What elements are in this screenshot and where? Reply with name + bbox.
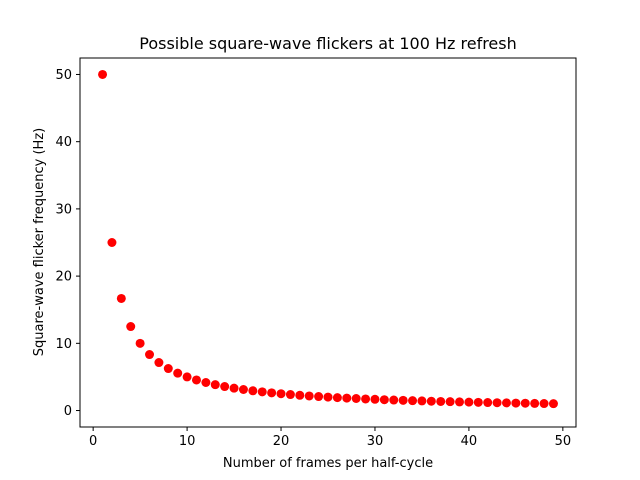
data-points	[98, 69, 558, 409]
data-point-43	[492, 398, 502, 408]
data-point-3	[116, 293, 126, 303]
data-point-8	[163, 364, 173, 374]
data-point-16	[238, 385, 248, 394]
data-point-31	[379, 395, 389, 405]
data-point-48	[539, 399, 549, 409]
data-point-22	[295, 390, 305, 400]
x-tick-label-4: 40	[461, 434, 478, 449]
data-point-40	[464, 397, 474, 407]
data-point-11	[191, 375, 201, 385]
data-point-49	[548, 399, 558, 409]
data-point-17	[248, 386, 258, 396]
data-point-10	[182, 372, 192, 382]
data-point-41	[473, 397, 483, 407]
y-axis-ticks: 0 10 20 30 40 50	[55, 68, 80, 419]
data-point-25	[323, 392, 333, 402]
y-tick-label-5: 50	[55, 68, 72, 83]
data-point-28	[351, 394, 361, 403]
data-point-9	[173, 368, 183, 378]
data-point-30	[370, 394, 380, 404]
data-point-13	[210, 380, 220, 390]
data-point-33	[398, 395, 408, 405]
data-point-1	[98, 69, 108, 79]
x-axis-ticks: 0 10 20 30 40 50	[89, 427, 571, 449]
plot-area-frame	[79, 57, 577, 428]
data-point-36	[426, 396, 436, 406]
data-point-26	[332, 393, 342, 403]
data-point-24	[314, 392, 324, 402]
data-point-5	[135, 338, 145, 348]
data-point-34	[408, 396, 418, 406]
x-tick-label-2: 20	[273, 434, 290, 449]
y-tick-label-1: 10	[55, 337, 72, 352]
y-tick-label-4: 40	[55, 135, 72, 150]
data-point-35	[417, 396, 427, 406]
data-point-29	[361, 394, 371, 404]
data-point-39	[455, 397, 465, 407]
x-tick-label-1: 10	[179, 434, 196, 449]
data-point-15	[229, 383, 239, 393]
chart-title: Possible square-wave flickers at 100 Hz …	[139, 34, 517, 53]
y-tick-label-3: 30	[55, 202, 72, 217]
data-point-18	[257, 387, 267, 397]
x-axis-label: Number of frames per half-cycle	[223, 456, 433, 471]
data-point-23	[304, 391, 314, 401]
data-point-2	[107, 238, 117, 247]
data-point-20	[276, 389, 286, 399]
data-point-4	[126, 322, 136, 332]
data-point-38	[445, 397, 455, 407]
y-tick-label-0: 0	[64, 404, 72, 419]
data-point-32	[389, 395, 399, 405]
data-point-12	[201, 378, 211, 387]
data-point-44	[501, 398, 511, 408]
data-point-27	[342, 393, 352, 403]
data-point-21	[285, 390, 295, 400]
x-tick-label-5: 50	[555, 434, 572, 449]
x-tick-label-0: 0	[89, 434, 97, 449]
data-point-7	[154, 358, 164, 368]
data-point-14	[220, 382, 230, 392]
y-axis-label: Square-wave flicker frequency (Hz)	[32, 128, 47, 356]
data-point-47	[530, 398, 540, 408]
data-point-19	[267, 388, 277, 398]
x-tick-label-3: 30	[367, 434, 384, 449]
data-point-37	[436, 396, 446, 406]
data-point-6	[145, 350, 155, 360]
y-tick-label-2: 20	[55, 270, 72, 285]
data-point-45	[511, 398, 521, 408]
data-point-46	[520, 398, 530, 408]
data-point-42	[483, 398, 493, 408]
